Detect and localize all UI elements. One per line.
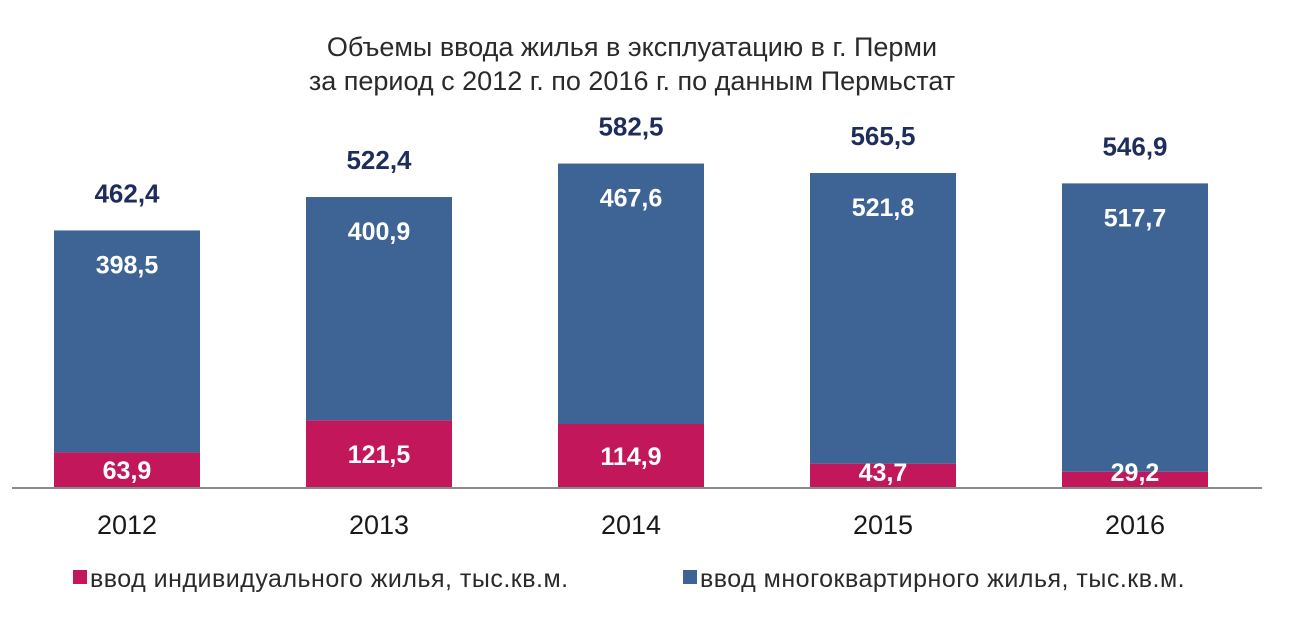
total-label: 582,5 bbox=[598, 112, 663, 142]
x-tick-label: 2016 bbox=[1105, 510, 1165, 540]
total-label: 462,4 bbox=[94, 178, 160, 208]
bar-individual-2014 bbox=[558, 424, 704, 488]
total-label: 565,5 bbox=[850, 121, 915, 151]
bar-individual-2012 bbox=[54, 452, 200, 488]
bar-multiapartment-2013 bbox=[306, 197, 452, 421]
data-label-multiapartment: 467,6 bbox=[600, 185, 663, 213]
data-label-individual: 43,7 bbox=[859, 459, 908, 487]
data-label-multiapartment: 400,9 bbox=[348, 218, 411, 246]
bar-multiapartment-2016 bbox=[1062, 183, 1208, 472]
legend: ввод индивидуального жилья, тыс.кв.м. вво… bbox=[73, 565, 1185, 593]
data-label-multiapartment: 398,5 bbox=[96, 251, 159, 279]
x-axis-ticks: 2012 2013 2014 2015 2016 bbox=[97, 510, 1165, 540]
x-tick-label: 2013 bbox=[349, 510, 409, 540]
x-tick-label: 2014 bbox=[601, 510, 661, 540]
bar-multiapartment-2014 bbox=[558, 163, 704, 425]
legend-swatch bbox=[73, 570, 87, 584]
total-label: 546,9 bbox=[1102, 131, 1167, 161]
x-tick-label: 2012 bbox=[97, 510, 157, 540]
bars: 63,9 398,5 462,4 121,5 400,9 522,4 114,9 467,6 5… bbox=[54, 112, 1208, 488]
total-label: 522,4 bbox=[346, 145, 412, 175]
x-tick-label: 2015 bbox=[853, 510, 913, 540]
data-label-individual: 121,5 bbox=[348, 441, 411, 469]
data-label-multiapartment: 517,7 bbox=[1104, 204, 1167, 232]
data-label-individual: 63,9 bbox=[103, 457, 152, 485]
data-label-multiapartment: 521,8 bbox=[852, 194, 915, 222]
bar-multiapartment-2012 bbox=[54, 230, 200, 453]
chart-title: Объемы ввода жилья в эксплуатацию в г. П… bbox=[309, 32, 955, 96]
bar-individual-2015 bbox=[810, 463, 956, 488]
bar-individual-2016 bbox=[1062, 471, 1208, 488]
legend-label: ввод многоквартирного жилья, тыс.кв.м. bbox=[700, 565, 1185, 593]
data-label-individual: 29,2 bbox=[1111, 459, 1160, 487]
legend-swatch bbox=[683, 570, 697, 584]
bar-individual-2013 bbox=[306, 420, 452, 488]
chart-title-line: Объемы ввода жилья в эксплуатацию в г. П… bbox=[327, 32, 937, 62]
data-label-individual: 114,9 bbox=[600, 443, 661, 471]
bar-multiapartment-2015 bbox=[810, 173, 956, 464]
chart-title-line: за период с 2012 г. по 2016 г. по данным… bbox=[309, 66, 955, 96]
legend-label: ввод индивидуального жилья, тыс.кв.м. bbox=[90, 565, 569, 593]
